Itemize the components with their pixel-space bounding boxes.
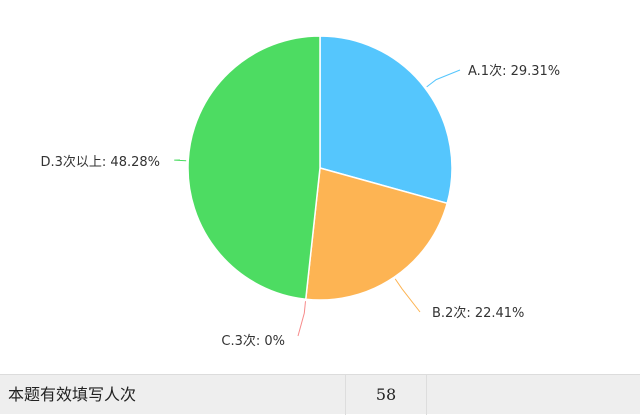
slice-label-4: D.3次以上: 48.28% xyxy=(41,154,161,170)
slice-label-2: B.2次: 22.41% xyxy=(432,305,524,321)
pie-chart-svg: A.1次: 29.31% B.2次: 22.41% C.3次: 0% D.3次以上: … xyxy=(41,35,560,349)
pie-slice-1[interactable] xyxy=(319,35,453,205)
leader-line-4 xyxy=(174,159,187,162)
summary-divider xyxy=(426,375,427,415)
slice-label-3: C.3次: 0% xyxy=(221,333,285,349)
leader-line-1 xyxy=(426,69,461,88)
summary-row: 本题有效填写人次 58 xyxy=(0,374,640,415)
summary-value: 58 xyxy=(375,385,397,404)
pie-slice-4[interactable] xyxy=(187,35,321,301)
summary-label: 本题有效填写人次 xyxy=(8,385,137,404)
leader-line-2 xyxy=(394,278,421,313)
summary-divider xyxy=(345,375,346,415)
pie-chart: A.1次: 29.31% B.2次: 22.41% C.3次: 0% D.3次以上: … xyxy=(41,35,560,349)
leader-line-3 xyxy=(297,301,306,337)
slice-label-1: A.1次: 29.31% xyxy=(468,63,560,79)
pie-slice-2[interactable] xyxy=(304,167,449,301)
